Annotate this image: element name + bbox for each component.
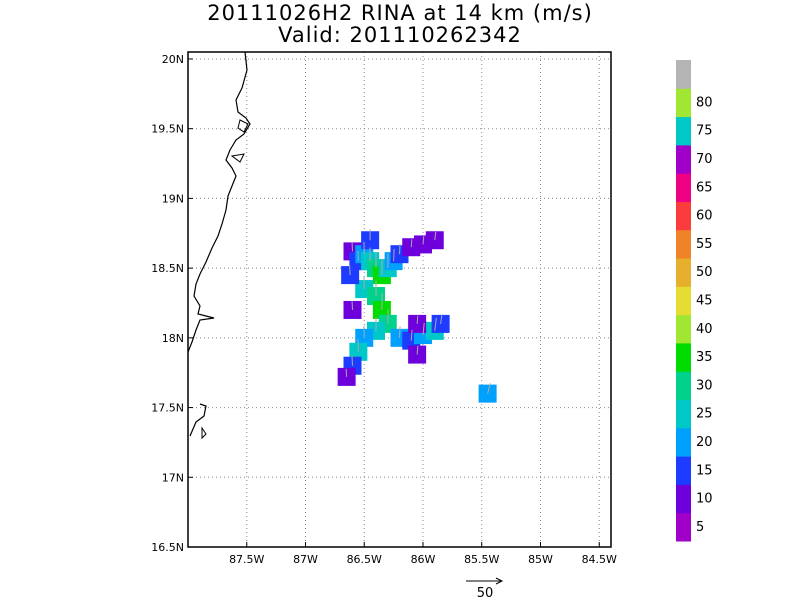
coastline-bay bbox=[230, 119, 249, 163]
y-tick-label: 19.5N bbox=[151, 123, 184, 136]
y-tick-label: 17.5N bbox=[151, 402, 184, 415]
colorbar-segment bbox=[676, 258, 691, 287]
chart-title: 20111026H2 RINA at 14 km (m/s) bbox=[207, 1, 593, 25]
colorbar-segment bbox=[676, 484, 691, 514]
colorbar-label: 65 bbox=[696, 180, 713, 195]
vector-scale-arrowhead bbox=[495, 577, 504, 585]
wind-speed-field bbox=[337, 231, 497, 403]
x-tick-label: 84.5W bbox=[582, 553, 617, 566]
colorbar: 5 10 15 20 25 30 35 40 45 50 55 60 65 70 75 80 bbox=[676, 60, 713, 542]
wind-vectors bbox=[345, 229, 491, 394]
colorbar-segment bbox=[676, 342, 691, 372]
colorbar-segment bbox=[676, 314, 691, 344]
colorbar-label: 70 bbox=[696, 152, 713, 167]
wind-vector bbox=[410, 329, 413, 341]
colorbar-segment bbox=[676, 512, 691, 542]
grid-lines bbox=[188, 52, 611, 548]
y-tick-label: 20N bbox=[162, 53, 184, 66]
y-tick-label: 19N bbox=[162, 192, 184, 205]
colorbar-segment bbox=[676, 456, 691, 485]
colorbar-segment bbox=[676, 88, 691, 118]
wind-vector bbox=[440, 314, 443, 324]
colorbar-label: 75 bbox=[696, 124, 713, 139]
colorbar-label: 10 bbox=[696, 492, 713, 507]
plot-frame bbox=[187, 51, 612, 548]
colorbar-segment bbox=[676, 173, 691, 202]
x-tick-label: 87.5W bbox=[229, 553, 264, 566]
wind-vector bbox=[487, 383, 491, 394]
y-tick-label: 18.5N bbox=[151, 262, 184, 275]
wind-vector bbox=[434, 231, 437, 241]
x-tick-label: 86.5W bbox=[347, 553, 382, 566]
colorbar-segment bbox=[676, 229, 691, 259]
wind-vector bbox=[416, 345, 419, 355]
colorbar-label: 40 bbox=[696, 322, 713, 337]
colorbar-segment bbox=[676, 399, 691, 429]
y-tick-label: 18N bbox=[162, 332, 184, 345]
x-tick-label: 85W bbox=[528, 553, 553, 566]
colorbar-label: 60 bbox=[696, 209, 713, 224]
wind-vector bbox=[422, 323, 425, 336]
colorbar-segment bbox=[676, 60, 691, 89]
colorbar-segment bbox=[676, 144, 691, 174]
wind-vector bbox=[434, 317, 437, 331]
colorbar-label: 45 bbox=[696, 294, 713, 309]
vector-scale-label: 50 bbox=[477, 586, 494, 600]
colorbar-label: 35 bbox=[696, 350, 713, 365]
colorbar-label: 30 bbox=[696, 378, 713, 393]
wind-vector bbox=[416, 315, 419, 324]
colorbar-segment bbox=[676, 201, 691, 231]
y-tick-label: 17N bbox=[162, 471, 184, 484]
wind-vector bbox=[410, 239, 413, 248]
colorbar-label: 50 bbox=[696, 265, 713, 280]
colorbar-segment bbox=[676, 371, 691, 401]
x-tick-label: 87W bbox=[293, 553, 318, 566]
colorbar-segment bbox=[676, 116, 691, 146]
colorbar-label: 5 bbox=[696, 520, 704, 535]
colorbar-segment bbox=[676, 427, 691, 457]
colorbar-label: 80 bbox=[696, 95, 713, 110]
y-tick-label: 16.5N bbox=[151, 541, 184, 554]
coastline-islet bbox=[201, 426, 207, 440]
coastline bbox=[188, 52, 251, 437]
colorbar-label: 25 bbox=[696, 407, 713, 422]
colorbar-segment bbox=[676, 286, 691, 316]
wind-vector bbox=[422, 236, 425, 245]
x-tick-label: 86W bbox=[411, 553, 436, 566]
colorbar-label: 55 bbox=[696, 237, 713, 252]
x-tick-label: 85.5W bbox=[464, 553, 499, 566]
colorbar-label: 20 bbox=[696, 435, 713, 450]
axis-ticks: 87.5W 87W 86.5W 86W 85.5W 85W 84.5W 16.5N 17N 17.… bbox=[151, 53, 617, 566]
wind-vector bbox=[349, 265, 351, 276]
wind-vector bbox=[399, 326, 401, 338]
chart-valid-time: Valid: 201110262342 bbox=[278, 23, 522, 47]
colorbar-label: 15 bbox=[696, 463, 713, 478]
vector-scale-key: 50 bbox=[466, 577, 504, 600]
